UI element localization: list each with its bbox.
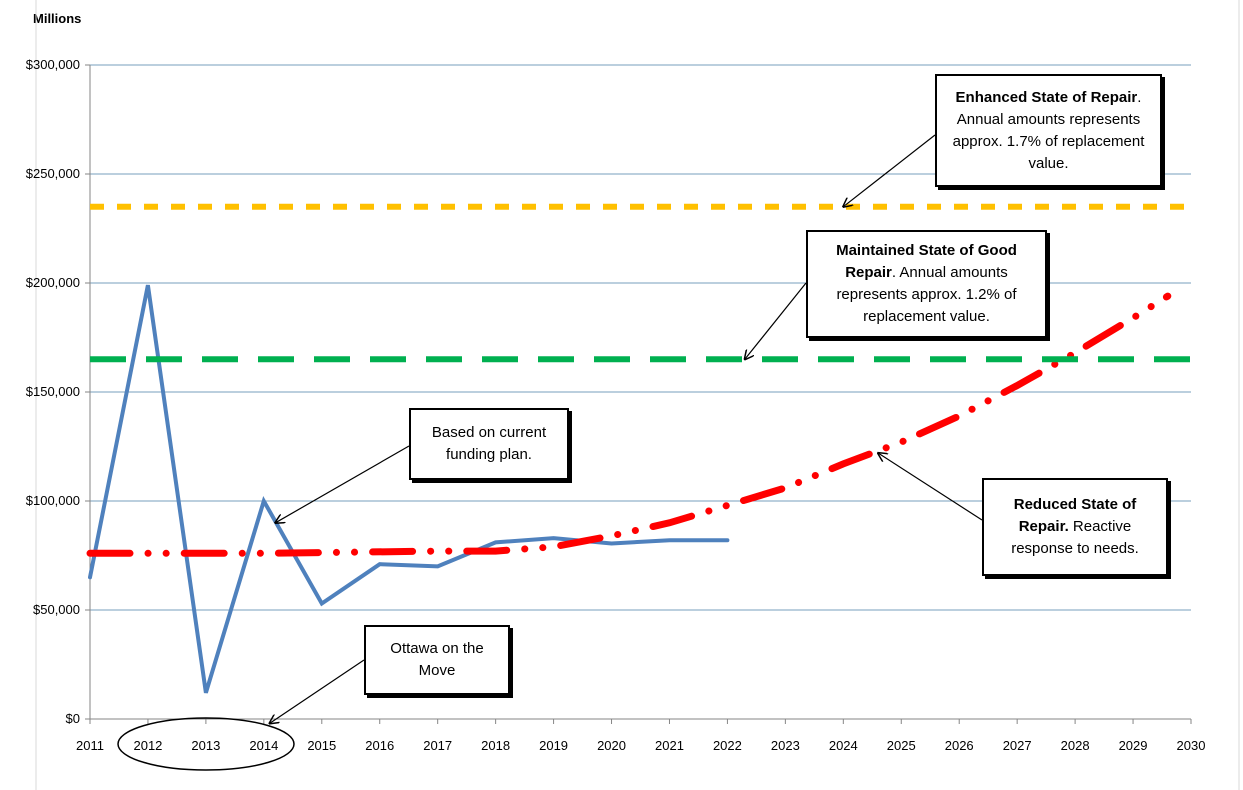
x-tick-label: 2025 xyxy=(887,738,916,753)
x-tick-label: 2029 xyxy=(1119,738,1148,753)
y-tick-label: $300,000 xyxy=(26,57,80,72)
y-tick-label: $200,000 xyxy=(26,275,80,290)
arrow-reduced xyxy=(878,453,983,521)
annotation-arrows xyxy=(270,134,983,723)
x-tick-label: 2027 xyxy=(1003,738,1032,753)
x-tick-label: 2015 xyxy=(307,738,336,753)
series-line-blue xyxy=(88,284,730,694)
x-tick-label: 2011 xyxy=(76,738,104,753)
y-tick-label: $50,000 xyxy=(33,602,80,617)
y-tick-label: $250,000 xyxy=(26,166,80,181)
x-tick-label: 2016 xyxy=(365,738,394,753)
x-tick-label: 2022 xyxy=(713,738,742,753)
arrow-funding xyxy=(275,445,410,523)
x-tick-label: 2017 xyxy=(423,738,452,753)
series-line-red xyxy=(86,292,1172,557)
y-tick-label: $150,000 xyxy=(26,384,80,399)
x-tick-label: 2020 xyxy=(597,738,626,753)
axes: $0 $50,000 $100,000 $150,000 $200,000 $250,00… xyxy=(26,57,1206,753)
annotation-enhanced-text: . Annual amounts represents approx. 1.7%… xyxy=(952,88,1145,172)
annotation-enhanced: Enhanced State of Repair. Annual amounts… xyxy=(935,74,1162,187)
annotation-funding: Based on current funding plan. xyxy=(409,408,569,480)
series-layer xyxy=(86,203,1192,694)
annotation-maintained-text: . Annual amounts represents approx. 1.2%… xyxy=(836,264,1017,325)
arrow-ottawa xyxy=(270,659,365,723)
x-tick-label: 2024 xyxy=(829,738,858,753)
x-tick-label: 2019 xyxy=(539,738,568,753)
annotation-ottawa: Ottawa on the Move xyxy=(364,625,510,695)
annotation-enhanced-bold: Enhanced State of Repair xyxy=(955,88,1138,106)
arrow-enhanced xyxy=(843,134,936,207)
x-tick-label: 2028 xyxy=(1061,738,1090,753)
y-tick-label: $100,000 xyxy=(26,493,80,508)
x-tick-label: 2012 xyxy=(133,738,162,753)
annotation-reduced-bold: Reduced State of Repair. xyxy=(1013,496,1137,535)
x-tick-label: 2030 xyxy=(1177,738,1206,753)
x-tick-label: 2023 xyxy=(771,738,800,753)
annotation-reduced-text: Reactive response to needs. xyxy=(1011,518,1139,557)
annotation-maintained: Maintained State of Good Repair. Annual … xyxy=(806,230,1047,338)
x-tick-label: 2014 xyxy=(249,738,278,753)
annotation-reduced: Reduced State of Repair. Reactive respon… xyxy=(982,478,1168,576)
x-tick-label: 2013 xyxy=(191,738,220,753)
annotation-funding-text: Based on current funding plan. xyxy=(431,424,547,463)
highlight-ellipse-2012-2014 xyxy=(117,717,295,771)
annotation-ottawa-text: Ottawa on the Move xyxy=(390,640,484,679)
x-tick-label: 2018 xyxy=(481,738,510,753)
units-label: Millions xyxy=(33,11,82,26)
y-tick-label: $0 xyxy=(66,711,80,726)
annotation-maintained-bold: Maintained State of Good Repair xyxy=(836,242,1017,281)
x-tick-label: 2021 xyxy=(655,738,684,753)
arrow-maintained xyxy=(745,282,807,359)
x-tick-label: 2026 xyxy=(945,738,974,753)
